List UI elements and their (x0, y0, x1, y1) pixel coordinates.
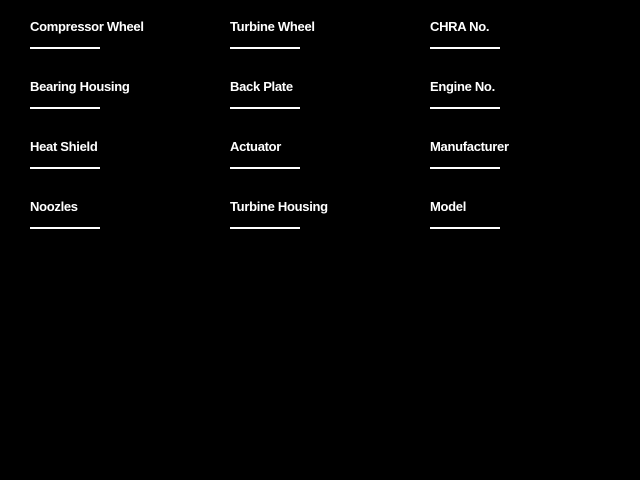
field-input-line[interactable] (230, 167, 300, 169)
field-manufacturer: Manufacturer (430, 139, 620, 169)
field-input-line[interactable] (430, 107, 500, 109)
field-input-line[interactable] (230, 227, 300, 229)
field-input-line[interactable] (430, 167, 500, 169)
field-input-line[interactable] (30, 167, 100, 169)
field-input-line[interactable] (430, 47, 500, 49)
field-input-line[interactable] (230, 107, 300, 109)
field-input-line[interactable] (30, 47, 100, 49)
field-label: Heat Shield (30, 139, 98, 154)
field-model: Model (430, 199, 620, 229)
field-input-line[interactable] (30, 227, 100, 229)
field-label: Engine No. (430, 79, 495, 94)
field-noozles: Noozles (30, 199, 220, 229)
field-input-line[interactable] (230, 47, 300, 49)
field-turbine-housing: Turbine Housing (230, 199, 420, 229)
field-label: Compressor Wheel (30, 19, 144, 34)
field-heat-shield: Heat Shield (30, 139, 220, 169)
field-label: Manufacturer (430, 139, 509, 154)
field-label: Bearing Housing (30, 79, 130, 94)
field-label: Noozles (30, 199, 78, 214)
field-label: Turbine Wheel (230, 19, 315, 34)
field-bearing-housing: Bearing Housing (30, 79, 220, 109)
field-input-line[interactable] (430, 227, 500, 229)
field-chra-no: CHRA No. (430, 19, 620, 49)
field-engine-no: Engine No. (430, 79, 620, 109)
field-label: CHRA No. (430, 19, 490, 34)
field-input-line[interactable] (30, 107, 100, 109)
field-back-plate: Back Plate (230, 79, 420, 109)
field-label: Actuator (230, 139, 282, 154)
field-turbine-wheel: Turbine Wheel (230, 19, 420, 49)
field-label: Model (430, 199, 467, 214)
field-actuator: Actuator (230, 139, 420, 169)
field-compressor-wheel: Compressor Wheel (30, 19, 220, 49)
field-label: Back Plate (230, 79, 293, 94)
field-label: Turbine Housing (230, 199, 328, 214)
